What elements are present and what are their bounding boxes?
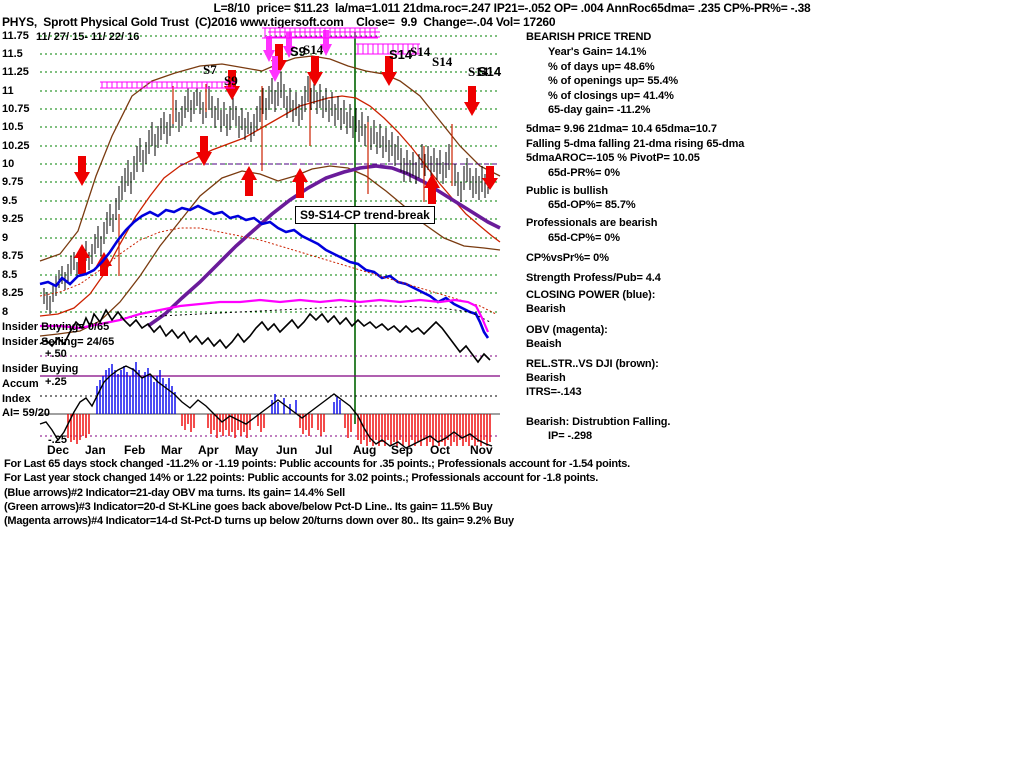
chart-label-s14-5: S14 — [468, 64, 489, 79]
stats-professionals-status: Professionals are bearish — [526, 217, 658, 229]
chart-label-s14-6: S14 — [478, 64, 502, 79]
chart-label-s9: S9 — [224, 73, 238, 88]
accum-title-line2: Accum — [2, 378, 39, 390]
stats-relstr-value: Bearish — [526, 372, 566, 384]
y-axis-tick: 10 — [2, 158, 15, 170]
price-bars — [43, 72, 489, 314]
accum-bars-negative — [67, 414, 491, 446]
band-lower-brown — [39, 165, 501, 337]
footer-line-65days: For Last 65 days stock changed -11.2% or… — [4, 458, 630, 470]
chart-label-s7: S7 — [203, 62, 217, 77]
y-axis-tick: 8.25 — [2, 287, 24, 299]
footer-line-magenta-arrows: (Magenta arrows)#4 Indicator=14-d St-Pct… — [4, 515, 514, 527]
y-axis-tick: 9.5 — [2, 195, 18, 207]
y-axis-tick: 8.5 — [2, 269, 18, 281]
x-axis-month: Jun — [276, 443, 298, 457]
accum-panel-levels — [40, 355, 500, 437]
y-axis-tick: 10.5 — [2, 121, 24, 133]
chart-label-s14-1: S14 — [303, 42, 324, 57]
chart-label-s9-b: S9 — [290, 44, 306, 59]
stats-65d-op: 65d-OP%= 85.7% — [548, 199, 636, 211]
y-axis-tick: 11.75 — [2, 30, 29, 42]
chart-label-s14-4: S14 — [432, 54, 453, 69]
trend-break-annotation: S9-S14-CP trend-break — [295, 206, 435, 224]
footer-line-blue-arrows: (Blue arrows)#2 Indicator=21-day OBV ma … — [4, 487, 345, 499]
stats-itrs: ITRS=-.143 — [526, 386, 582, 398]
x-axis-month: Oct — [430, 443, 451, 457]
stats-pct-days-up: % of days up= 48.6% — [548, 61, 655, 73]
stats-years-gain: Year's Gain= 14.1% — [548, 46, 647, 58]
stats-distribution: Bearish: Distrubtion Falling. — [526, 416, 671, 428]
level-minus25-label: -.25 — [48, 434, 67, 446]
x-axis-month: May — [235, 443, 259, 457]
x-axis-month: Feb — [124, 443, 146, 457]
x-axis-month: Jul — [315, 443, 333, 457]
header-stats-line: L=8/10 price= $11.23 la/ma=1.011 21dma.r… — [213, 1, 811, 15]
x-axis-month: Sep — [391, 443, 414, 457]
x-axis-month: Mar — [161, 443, 183, 457]
stats-obv-value: Beaish — [526, 338, 562, 350]
stats-65d-cp: 65d-CP%= 0% — [548, 232, 620, 244]
y-axis-tick: 10.25 — [2, 140, 30, 152]
y-axis-tick: 9.75 — [2, 176, 24, 188]
stats-obv-title: OBV (magenta): — [526, 324, 608, 336]
y-axis-tick: 9.25 — [2, 213, 24, 225]
accum-index-line — [39, 365, 493, 449]
y-axis-tick: 10.75 — [2, 103, 30, 115]
y-axis-tick: 11 — [2, 85, 14, 97]
insider-buying-count-label: Insider Buying= 0/65 — [2, 321, 110, 333]
header-symbol-line: PHYS, Sprott Physical Gold Trust (C)2016… — [2, 15, 556, 29]
insider-selling-count-label: Insider Selling= 24/65 — [2, 336, 115, 348]
magenta-hatch-bands — [100, 27, 420, 89]
stats-closing-power-value: Bearish — [526, 303, 566, 315]
stats-ip: IP= -.298 — [548, 430, 593, 442]
closing-power-line — [39, 204, 490, 339]
footer-line-lastyear: For Last year stock changed 14% or 1.22 … — [4, 472, 599, 484]
stats-cp-vs-pr: CP%vsPr%= 0% — [526, 252, 609, 264]
y-axis-tick: 9 — [2, 232, 9, 244]
chart-label-s14-3: S14 — [410, 44, 431, 59]
ma-21-line — [39, 95, 501, 317]
obv-ma-dotted — [39, 227, 497, 315]
chart-label-s14-2: S14 — [389, 47, 413, 62]
stats-dma-values: 5dma= 9.96 21dma= 10.4 65dma=10.7 — [526, 123, 717, 135]
accum-title-line1: Insider Buying — [2, 363, 79, 375]
stats-aroc-pivot: 5dmaAROC=-105 % PivotP= 10.05 — [526, 152, 700, 164]
x-axis-month: Aug — [353, 443, 377, 457]
date-range-label: 11/ 27/ 15- 11/ 22/ 16 — [36, 31, 140, 43]
y-axis-tick: 8 — [2, 306, 9, 318]
price-spike-bars — [118, 72, 453, 276]
footer-line-green-arrows: (Green arrows)#3 Indicator=20-d St-KLine… — [4, 501, 493, 513]
stats-public-status: Public is bullish — [526, 185, 609, 197]
cp-panel-black-line — [39, 308, 491, 364]
stats-dma-trend: Falling 5-dma falling 21-dma rising 65-d… — [526, 138, 745, 150]
price-chart[interactable] — [0, 26, 510, 466]
stats-title: BEARISH PRICE TREND — [526, 31, 652, 43]
x-axis-month: Nov — [470, 443, 493, 457]
x-axis-month: Apr — [198, 443, 219, 457]
stats-65day-gain: 65-day gain= -11.2% — [548, 104, 651, 116]
y-axis-tick: 11.5 — [2, 48, 23, 60]
level-plus50-label: +.50 — [45, 348, 67, 360]
level-plus25-label: +.25 — [45, 376, 67, 388]
ma-65-line — [146, 164, 501, 328]
cp-dotted-black — [119, 305, 491, 323]
accum-title-line3: Index — [2, 393, 31, 405]
stats-relstr-title: REL.STR..VS DJI (brown): — [526, 358, 659, 370]
accum-ai-label: AI= 59/20 — [2, 407, 51, 419]
stats-65d-pr: 65d-PR%= 0% — [548, 167, 620, 179]
y-axis-tick: 11.25 — [2, 66, 29, 78]
stats-pct-openings-up: % of openings up= 55.4% — [548, 75, 679, 87]
stats-pct-closings-up: % of closings up= 41.4% — [548, 90, 674, 102]
stats-strength: Strength Profess/Pub= 4.4 — [526, 272, 661, 284]
y-axis-tick: 8.75 — [2, 250, 24, 262]
stats-closing-power-title: CLOSING POWER (blue): — [526, 289, 656, 301]
x-axis-month: Dec — [47, 443, 70, 457]
x-axis-month: Jan — [85, 443, 106, 457]
